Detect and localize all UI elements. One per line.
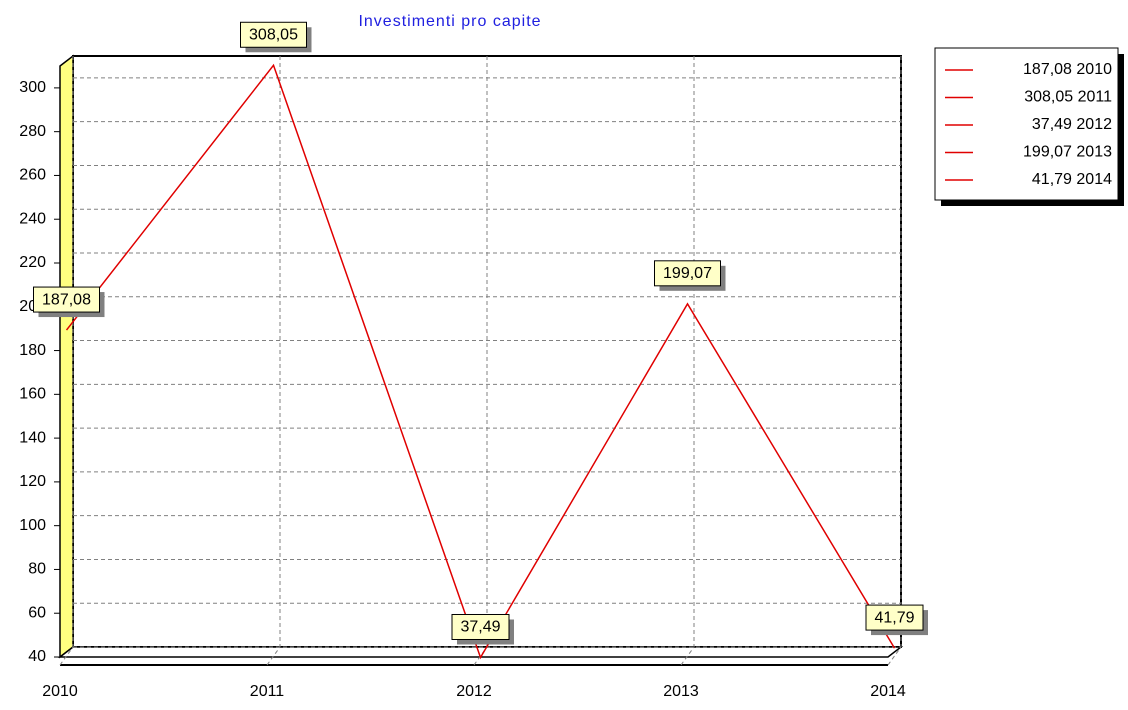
label-box — [654, 260, 721, 287]
legend-category: 2011 — [1078, 89, 1113, 106]
y-tick-label: 80 — [28, 561, 46, 578]
legend-category: 2010 — [1076, 61, 1112, 78]
grid-line — [59, 646, 74, 666]
y-tick-label: 240 — [19, 210, 46, 227]
chart-title: Investimenti pro capite — [358, 13, 541, 30]
y-tick-label: 180 — [19, 342, 46, 359]
y-tick-label: 100 — [19, 517, 46, 534]
legend-label: 37,49 2012 — [1032, 116, 1112, 133]
left-wall — [59, 54, 74, 659]
grid-line — [680, 646, 695, 666]
legend-value: 37,49 — [1032, 116, 1072, 133]
x-tick-label: 2014 — [870, 683, 906, 700]
data-label: 41,79 — [874, 609, 914, 626]
y-tick-label: 120 — [19, 473, 46, 490]
y-tick-label: 60 — [28, 604, 46, 621]
grid-line — [887, 646, 902, 666]
label-box — [33, 286, 100, 313]
data-label: 37,49 — [460, 619, 500, 636]
label-box — [240, 21, 307, 48]
legend-label: 41,79 2014 — [1032, 171, 1112, 188]
legend-value: 308,05 — [1024, 89, 1073, 106]
legend-value: 41,79 — [1032, 171, 1072, 188]
data-label: 187,08 — [42, 291, 91, 308]
grid-line — [266, 646, 281, 666]
y-tick-label: 280 — [19, 123, 46, 140]
legend-category: 2014 — [1076, 171, 1112, 188]
x-tick-label: 2010 — [42, 683, 78, 700]
line — [65, 63, 896, 660]
label-box — [451, 613, 510, 640]
label-box — [865, 604, 924, 631]
y-tick-label: 40 — [28, 648, 46, 665]
legend-value: 187,08 — [1023, 61, 1072, 78]
data-label: 308,05 — [249, 26, 298, 43]
data-label: 199,07 — [663, 265, 712, 282]
legend-category: 2013 — [1076, 144, 1112, 161]
y-tick-label: 140 — [19, 429, 46, 446]
x-tick-label: 2013 — [663, 683, 699, 700]
legend-label: 308,05 2011 — [1024, 89, 1112, 106]
legend-label: 187,08 2010 — [1023, 61, 1112, 78]
y-tick-label: 260 — [19, 167, 46, 184]
y-tick-label: 300 — [19, 79, 46, 96]
grid-line — [473, 646, 488, 666]
legend-category: 2012 — [1076, 116, 1112, 133]
y-tick-label: 160 — [19, 386, 46, 403]
legend-value: 199,07 — [1023, 144, 1072, 161]
x-tick-label: 2011 — [250, 683, 285, 700]
x-tick-label: 2012 — [456, 683, 492, 700]
legend — [934, 47, 1119, 201]
legend-label: 199,07 2013 — [1023, 144, 1112, 161]
y-tick-label: 220 — [19, 254, 46, 271]
